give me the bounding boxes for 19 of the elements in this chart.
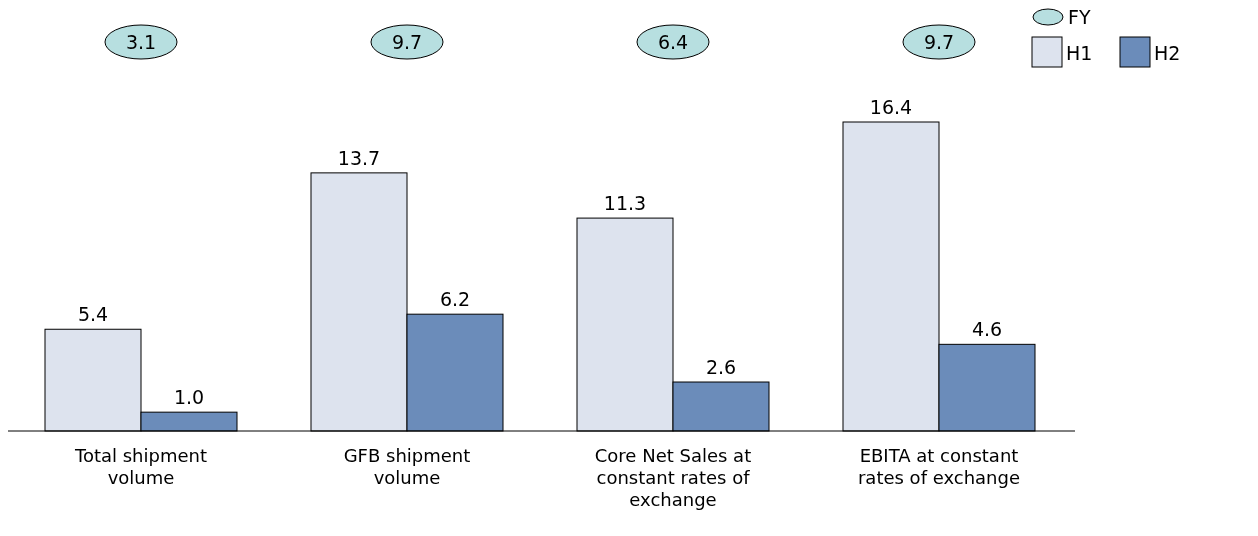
- legend-label: H1: [1066, 42, 1093, 64]
- text: 6.4: [657, 31, 689, 53]
- x-tick-label: EBITA at constant rates of exchange: [857, 445, 1021, 488]
- x-tick-label: Total shipment volume: [73, 445, 208, 488]
- x-tick-label: Core Net Sales at constant rates of exchange: [594, 445, 752, 510]
- data-label: 2.6: [705, 356, 737, 379]
- data-label: 13.7: [337, 146, 381, 169]
- text: 3.1: [125, 31, 157, 53]
- data-label: 4.6: [971, 318, 1003, 341]
- text: 9.7: [391, 31, 423, 53]
- data-label: 16.4: [869, 96, 913, 118]
- text: 9.7: [923, 31, 955, 53]
- text: FY: [1068, 6, 1091, 28]
- legend-label: H2: [1154, 42, 1181, 64]
- x-tick-label: GFB shipment volume: [343, 445, 471, 488]
- data-label: 11.3: [603, 192, 647, 215]
- data-label: 5.4: [77, 303, 109, 326]
- data-label: 6.2: [439, 288, 471, 311]
- data-label: 1.0: [173, 386, 205, 409]
